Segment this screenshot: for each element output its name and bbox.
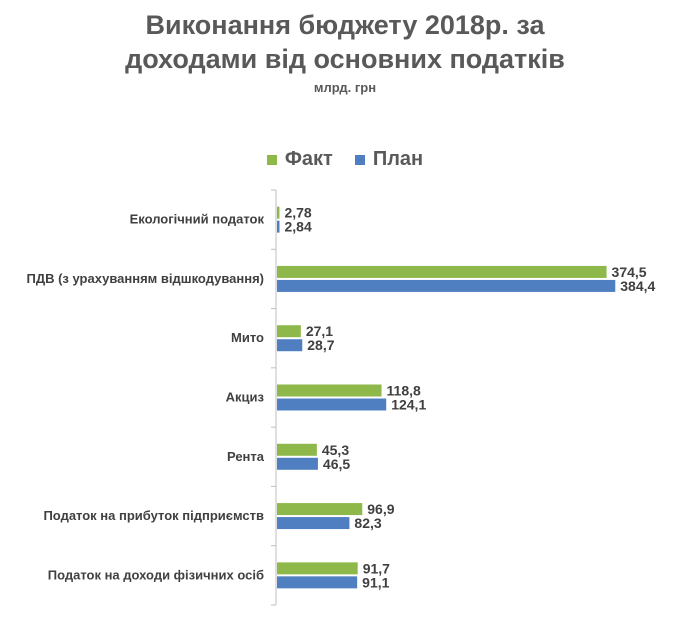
- legend-swatch-fact: [266, 154, 277, 165]
- data-label-plan: 82,3: [354, 515, 381, 531]
- data-label-fact: 118,8: [387, 383, 421, 399]
- data-label-plan: 384,4: [620, 278, 655, 294]
- legend-label-fact: Факт: [284, 148, 333, 170]
- data-label-fact: 96,9: [367, 501, 394, 517]
- category-label: Мито: [231, 330, 264, 345]
- legend-item-plan: План: [354, 148, 424, 171]
- data-label-fact: 374,5: [612, 264, 647, 280]
- bar-plan: [277, 398, 387, 411]
- bar-fact: [277, 562, 358, 575]
- category-label: Екологічний податок: [130, 212, 265, 227]
- legend-item-fact: Факт: [266, 148, 333, 171]
- data-label-plan: 2,84: [284, 219, 311, 235]
- legend-swatch-plan: [354, 154, 365, 165]
- bar-fact: [277, 325, 301, 338]
- data-label-plan: 46,5: [323, 456, 350, 472]
- bar-plan: [277, 339, 303, 352]
- data-label-fact: 2,78: [284, 205, 311, 221]
- chart-title: Виконання бюджету 2018р. за доходами від…: [0, 8, 690, 76]
- data-label-plan: 91,1: [362, 574, 389, 590]
- category-label: Рента: [227, 449, 265, 464]
- data-label-fact: 91,7: [363, 560, 390, 576]
- bar-plan: [277, 576, 358, 589]
- chart-title-line-2: доходами від основних податків: [125, 44, 565, 74]
- category-label: Податок на доходи фізичних осіб: [48, 567, 264, 582]
- data-label-plan: 124,1: [391, 397, 426, 413]
- chart-title-line-1: Виконання бюджету 2018р. за: [145, 10, 545, 40]
- data-label-fact: 27,1: [306, 323, 333, 339]
- bar-plan: [277, 279, 616, 292]
- bar-fact: [277, 503, 363, 516]
- chart-legend: Факт План: [0, 148, 690, 171]
- category-label: Акциз: [226, 390, 265, 405]
- bar-plan: [277, 220, 280, 233]
- bar-plan: [277, 457, 318, 470]
- bar-fact: [277, 265, 607, 278]
- bar-fact: [277, 443, 317, 456]
- chart-units: млрд. грн: [313, 80, 377, 95]
- data-label-plan: 28,7: [307, 337, 334, 353]
- bar-fact: [277, 384, 382, 397]
- bar-plan: [277, 517, 350, 530]
- legend-label-plan: План: [372, 148, 424, 170]
- bar-fact: [277, 206, 280, 219]
- category-label: Податок на прибуток підприємств: [43, 508, 264, 523]
- category-label: ПДВ (з урахуванням відшкодування): [26, 271, 264, 286]
- data-label-fact: 45,3: [322, 442, 349, 458]
